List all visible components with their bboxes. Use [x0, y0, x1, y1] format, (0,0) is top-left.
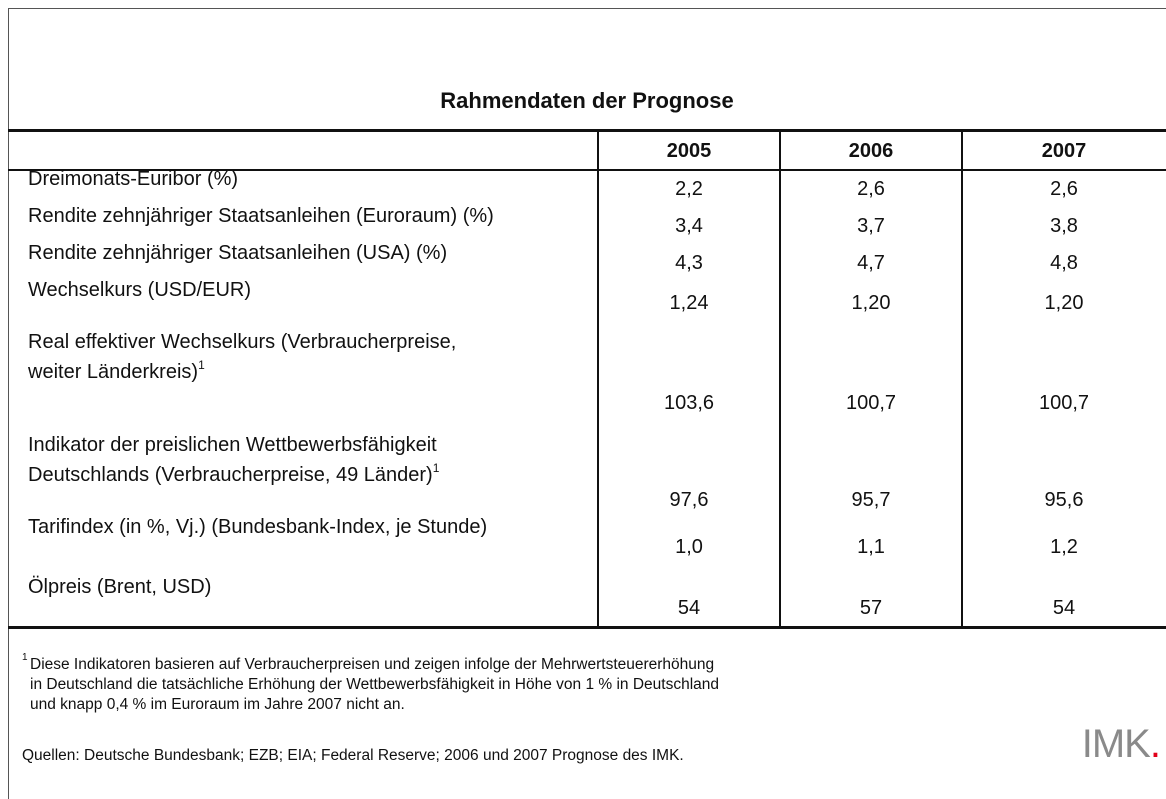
- cell-value: 2,6: [1050, 178, 1078, 200]
- cell-value: 2,2: [675, 178, 703, 200]
- label-line: weiter Länderkreis): [28, 361, 199, 383]
- label-line: Indikator der preislichen Wettbewerbsfäh…: [28, 434, 437, 456]
- footnote-line: und knapp 0,4 % im Euroraum im Jahre 200…: [30, 696, 405, 713]
- cell-value: 3,8: [1050, 215, 1078, 237]
- row-label: Real effektiver Wechselkurs (Verbraucher…: [28, 327, 456, 387]
- cell-value: 95,7: [851, 489, 891, 511]
- page: {"title": "Rahmendaten der Prognose", "t…: [8, 8, 1166, 799]
- cell-value: 100,7: [845, 392, 897, 414]
- cell-value: 4,3: [675, 252, 703, 274]
- rule: [8, 169, 1166, 171]
- label-line: Tarifindex (in %, Vj.) (Bundesbank-Index…: [28, 516, 488, 538]
- rule: [8, 626, 1166, 629]
- row-label: Rendite zehnjähriger Staatsanleihen (Eur…: [28, 201, 494, 231]
- frame: [8, 8, 1166, 799]
- logo-text: IMK: [1081, 722, 1151, 766]
- column-rule: [961, 130, 963, 628]
- cell-value: 3,7: [857, 215, 885, 237]
- cell-value: 1,20: [851, 292, 891, 314]
- row-label: Ölpreis (Brent, USD): [28, 572, 211, 602]
- column-header: 2007: [1041, 140, 1087, 162]
- footnote-mark: 1: [22, 652, 28, 663]
- cell-value: 1,2: [1050, 536, 1078, 558]
- footnote-line: Diese Indikatoren basieren auf Verbrauch…: [30, 656, 715, 673]
- logo-dot: .: [1149, 722, 1161, 766]
- label-line: Deutschlands (Verbraucherpreise, 49 Länd…: [28, 464, 433, 486]
- row-label: Indikator der preislichen Wettbewerbsfäh…: [28, 430, 439, 490]
- cell-value: 100,7: [1038, 392, 1090, 414]
- cell-value: 103,6: [663, 392, 715, 414]
- column-rule: [779, 130, 781, 628]
- column-header: 2005: [666, 140, 712, 162]
- footnote: Diese Indikatoren basieren auf Verbrauch…: [30, 655, 719, 715]
- cell-value: 97,6: [669, 489, 709, 511]
- cell-value: 1,1: [857, 536, 885, 558]
- label-line: Rendite zehnjähriger Staatsanleihen (USA…: [28, 242, 448, 264]
- column-header: 2006: [848, 140, 894, 162]
- title: Rahmendaten der Prognose: [440, 88, 734, 113]
- cell-value: 57: [859, 597, 883, 619]
- cell-value: 54: [1052, 597, 1076, 619]
- cell-value: 2,6: [857, 178, 885, 200]
- cell-value: 95,6: [1044, 489, 1084, 511]
- cell-value: 54: [677, 597, 701, 619]
- logo: IMK.: [1081, 722, 1161, 767]
- cell-value: 1,20: [1044, 292, 1084, 314]
- row-label: Wechselkurs (USD/EUR): [28, 275, 251, 305]
- footnote-ref: 1: [432, 461, 440, 475]
- label-line: Dreimonats-Euribor (%): [28, 168, 239, 190]
- footnote-line: in Deutschland die tatsächliche Erhöhung…: [30, 676, 720, 693]
- footnote-ref: 1: [198, 358, 205, 372]
- column-rule: [597, 130, 599, 628]
- label-line: Rendite zehnjähriger Staatsanleihen (Eur…: [28, 205, 494, 227]
- label-line: Ölpreis (Brent, USD): [28, 576, 212, 598]
- label-line: Real effektiver Wechselkurs (Verbraucher…: [28, 331, 457, 353]
- cell-value: 3,4: [675, 215, 703, 237]
- cell-value: 4,8: [1050, 252, 1078, 274]
- cell-value: 1,24: [669, 292, 709, 314]
- row-label: Dreimonats-Euribor (%): [28, 164, 238, 194]
- cell-value: 1,0: [675, 536, 703, 558]
- row-label: Rendite zehnjähriger Staatsanleihen (USA…: [28, 238, 447, 268]
- rule: [8, 129, 1166, 132]
- label-line: Wechselkurs (USD/EUR): [28, 279, 251, 301]
- source: Quellen: Deutsche Bundesbank; EZB; EIA; …: [22, 747, 684, 764]
- cell-value: 4,7: [857, 252, 885, 274]
- row-label: Tarifindex (in %, Vj.) (Bundesbank-Index…: [28, 512, 487, 542]
